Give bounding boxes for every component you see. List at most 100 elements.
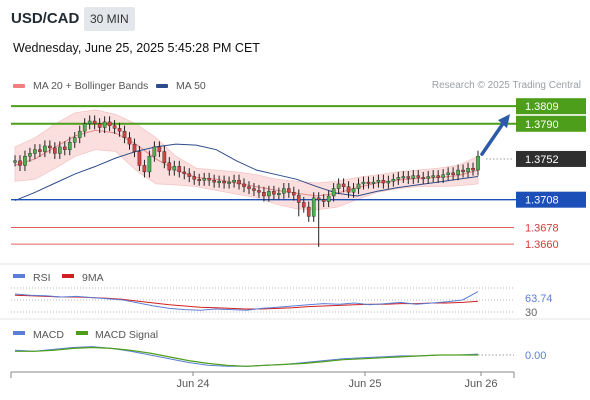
candle-body: [87, 120, 92, 124]
price-candle: [187, 168, 192, 183]
current-price-label: 1.3752: [525, 154, 559, 166]
candle-body: [376, 180, 381, 183]
price-pane: 1.3809 1.3790 1.3752 1.3708 1.3678 1.3660: [11, 98, 586, 251]
price-candle: [152, 141, 157, 162]
price-candle: [451, 167, 455, 181]
price-candle: [282, 183, 286, 199]
candle-body: [28, 153, 32, 157]
price-candle: [212, 174, 216, 188]
candle-body: [441, 174, 445, 178]
candle-body: [291, 192, 296, 196]
price-candle: [122, 125, 127, 144]
candle-body: [431, 175, 435, 178]
research-credit: Research © 2025 Trading Central: [431, 80, 581, 91]
price-candle: [391, 173, 396, 187]
candle-body: [197, 179, 202, 182]
price-candle: [58, 141, 62, 159]
support-label: 1.3678: [525, 222, 559, 234]
candle-body: [381, 180, 386, 184]
candle-body: [18, 160, 22, 166]
rsi-last-value: 63.74: [525, 293, 553, 305]
pivot-label-bg: [516, 191, 586, 208]
bollinger-bands: [14, 109, 479, 211]
candle-body: [33, 149, 37, 154]
price-candle: [272, 185, 276, 200]
price-candle: [426, 170, 431, 184]
candle-body: [202, 178, 206, 181]
timestamp: Wednesday, June 25, 2025 5:45:28 PM CET: [13, 41, 260, 55]
x-axis-tick-label: Jun 24: [176, 378, 209, 390]
candle-body: [147, 155, 152, 173]
candle-body: [172, 166, 177, 171]
price-candle: [62, 141, 67, 156]
macd-signal-line: [15, 346, 478, 367]
price-candle: [421, 171, 426, 184]
candle-body: [391, 179, 396, 182]
macd-pane: MACD MACD Signal 0.00: [13, 329, 546, 367]
candle-body: [242, 183, 246, 187]
candle-body: [301, 202, 306, 208]
candle-body: [386, 180, 391, 184]
candle-body: [212, 180, 216, 183]
macd-swatch: [13, 331, 25, 335]
candle-body: [222, 180, 226, 184]
candle-body: [311, 197, 316, 217]
price-candle: [301, 196, 306, 213]
candle-body: [207, 178, 211, 181]
price-candle: [127, 132, 132, 150]
candle-body: [451, 172, 455, 175]
price-candle: [13, 155, 17, 167]
candle-body: [476, 155, 480, 171]
price-candle: [142, 159, 147, 178]
legend-ma50-label: MA 50: [176, 80, 206, 92]
price-candle: [87, 115, 92, 130]
price-candle: [48, 140, 52, 154]
candle-body: [252, 188, 256, 191]
candle-body: [187, 173, 192, 177]
legend-ma50: MA 50: [156, 80, 206, 92]
rsi-tick: 30: [525, 307, 537, 319]
ma20-swatch: [13, 84, 25, 88]
price-candle: [172, 160, 177, 176]
candle-body: [436, 175, 440, 178]
timeframe-badge[interactable]: 30 MIN: [84, 7, 135, 31]
price-candle: [227, 176, 231, 189]
candle-body: [296, 194, 301, 203]
price-candle: [77, 125, 82, 144]
candle-body: [341, 183, 346, 187]
price-candle: [406, 170, 411, 184]
candle-body: [426, 176, 431, 179]
candle-body: [267, 191, 271, 197]
macd-legend-label: MACD: [33, 329, 64, 341]
x-axis-tick-label: Jun 25: [348, 378, 381, 390]
price-candle: [67, 136, 72, 156]
price-candle: [202, 172, 206, 186]
candle-body: [58, 146, 62, 154]
x-axis-tick-label: Jun 26: [464, 378, 497, 390]
candle-body: [232, 180, 236, 183]
price-candle: [431, 170, 435, 183]
candle-body: [62, 146, 67, 150]
candle-body: [192, 176, 197, 180]
macd-last-value: 0.00: [525, 350, 546, 362]
price-candle: [192, 170, 197, 185]
pivot-label: 1.3708: [525, 195, 559, 207]
candle-body: [152, 146, 157, 157]
candle-body: [97, 123, 102, 128]
price-candle: [381, 174, 386, 189]
rsi-legend-label: RSI: [33, 272, 51, 284]
ma20-line: [14, 129, 479, 197]
candle-body: [142, 165, 147, 173]
price-candle: [311, 192, 316, 222]
candle-body: [117, 128, 122, 132]
resistance-label: 1.3809: [525, 101, 559, 113]
price-candle: [476, 150, 480, 176]
candle-body: [356, 183, 361, 189]
candle-body: [177, 166, 182, 173]
candle-body: [396, 177, 401, 180]
price-candle: [471, 162, 475, 176]
candle-body: [306, 206, 311, 217]
candle-body: [112, 125, 117, 129]
candle-body: [137, 151, 142, 166]
price-candle: [456, 164, 460, 181]
